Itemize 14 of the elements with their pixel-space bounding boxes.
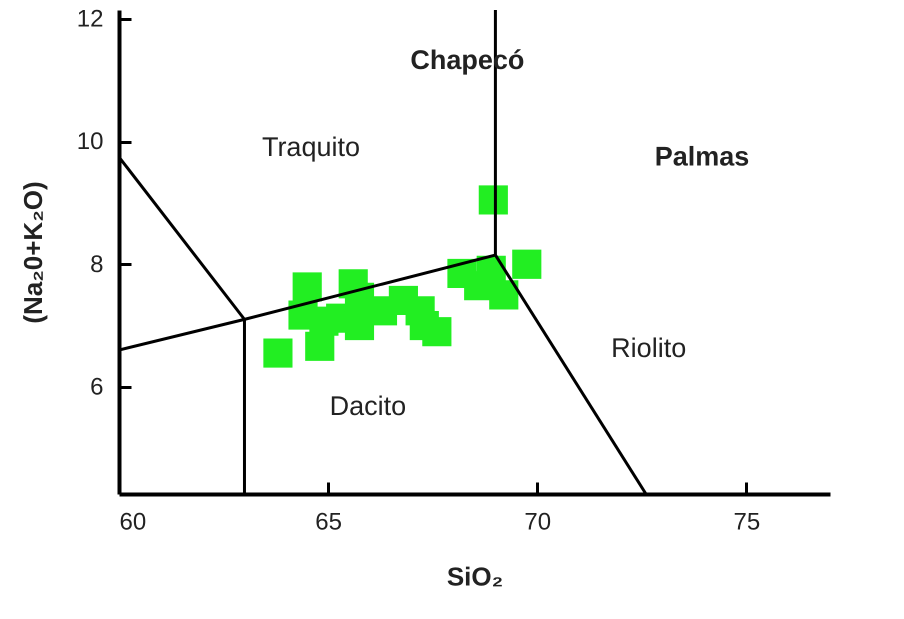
x-axis-title: SiO₂	[446, 562, 504, 592]
annotation: Palmas	[654, 142, 750, 172]
y-tick-label: 6	[90, 373, 104, 400]
y-tick-label: 8	[90, 250, 104, 278]
x-tick-label: 75	[734, 508, 760, 536]
y-tick-label: 10	[76, 128, 104, 156]
x-tick-label: 65	[315, 508, 342, 536]
y-tick-label: 12	[76, 6, 104, 33]
y-axis-title: (Na₂0+K₂O)	[18, 181, 48, 324]
x-tick-label: 70	[524, 508, 552, 536]
annotation: Traquito	[262, 132, 360, 162]
annotation: Dacito	[330, 390, 406, 421]
annotation: Riolito	[611, 332, 686, 363]
x-tick-label: 60	[120, 508, 146, 536]
